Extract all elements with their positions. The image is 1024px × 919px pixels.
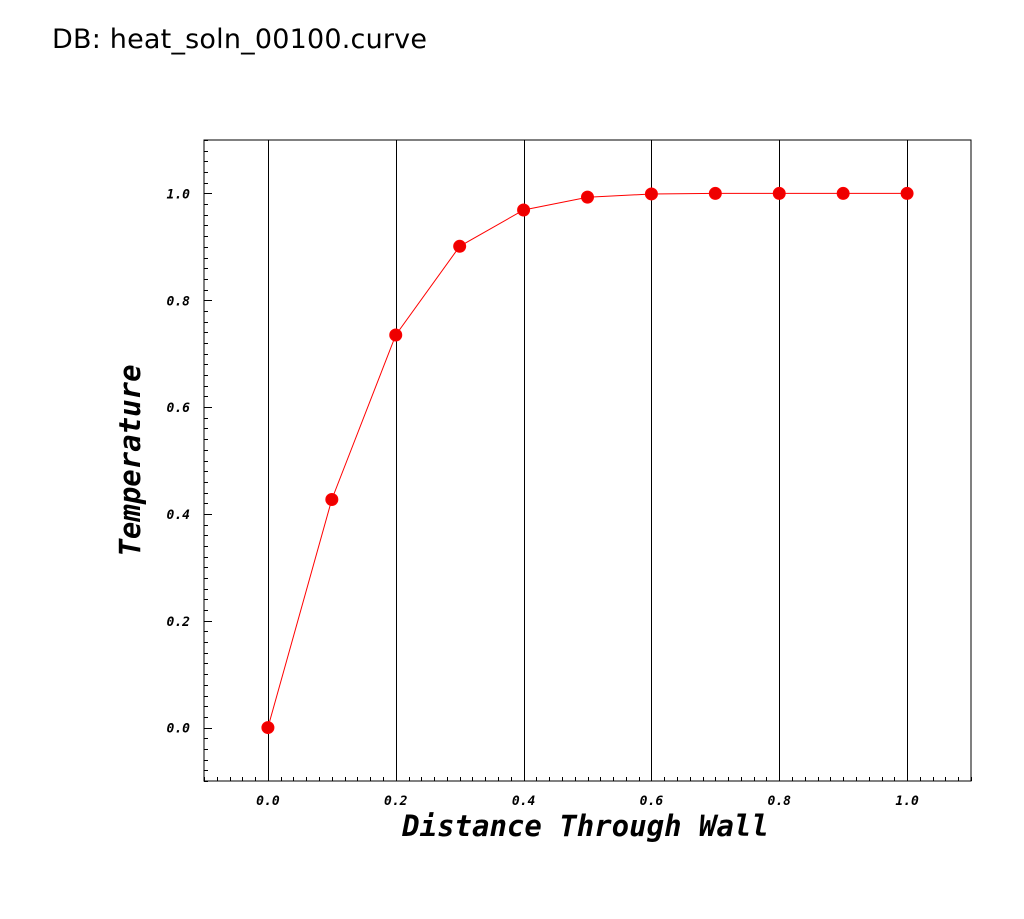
data-point [708,186,722,200]
x-axis-title: Distance Through Wall [401,809,769,843]
data-point [644,187,658,201]
y-tick-label: 0.0 [167,722,191,737]
data-point [836,186,850,200]
y-tick-label: 0.6 [167,401,191,416]
data-point [517,203,531,217]
x-tick-label: 0.6 [640,794,664,809]
series-line [267,192,908,728]
data-point [900,186,914,200]
data-point [261,721,275,735]
y-tick-label: 0.4 [167,508,191,523]
data-point [453,239,467,253]
x-tick-label: 1.0 [895,794,919,809]
data-point [772,186,786,200]
x-tick-label: 0.2 [384,794,408,809]
y-tick-label: 1.0 [167,187,191,202]
tick-labels: 0.0 0.2 0.4 0.6 0.8 1.0 0.0 0.2 0.4 0.6 0.8 1.0 [167,187,919,809]
axis-ticks [204,140,972,782]
y-axis-title: Temperature [113,364,147,556]
database-title: DB: heat_soln_00100.curve [52,24,428,55]
data-series [261,186,914,735]
plot-frame [203,139,972,782]
data-point [581,190,594,204]
x-tick-label: 0.4 [512,794,536,809]
data-point [325,492,339,506]
y-tick-label: 0.8 [167,294,191,309]
grid-lines [268,140,908,781]
x-tick-label: 0.8 [768,794,792,809]
y-tick-label: 0.2 [167,615,191,630]
x-tick-label: 0.0 [256,794,280,809]
data-point [389,328,403,342]
